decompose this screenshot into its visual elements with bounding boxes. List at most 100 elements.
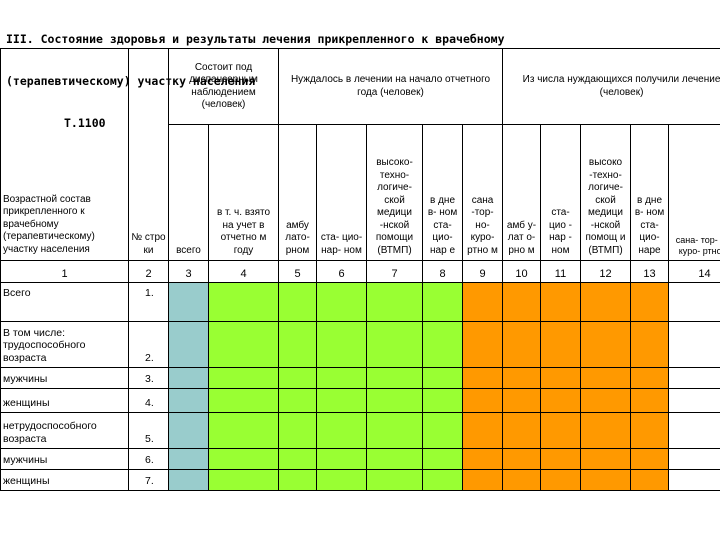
data-cell[interactable] [462, 367, 504, 389]
column-number: 2 [128, 260, 169, 283]
data-cell[interactable] [207, 448, 280, 470]
data-cell[interactable] [630, 388, 670, 413]
data-cell[interactable] [668, 412, 720, 449]
table-row: женщины 7. [0, 469, 720, 491]
data-cell[interactable] [366, 412, 424, 449]
data-cell[interactable] [278, 367, 318, 389]
header-taken-this-year: в т. ч. взято на учет в отчетно м году [207, 124, 280, 261]
data-cell[interactable] [630, 412, 670, 449]
data-cell[interactable] [668, 282, 720, 322]
data-cell[interactable] [366, 367, 424, 389]
header-received-dayhospital: в дне в- ном ста- цио- наре [630, 124, 670, 261]
data-cell[interactable] [668, 367, 720, 389]
data-cell[interactable] [366, 388, 424, 413]
data-cell[interactable] [278, 469, 318, 491]
data-cell[interactable] [462, 321, 504, 368]
data-cell[interactable] [462, 388, 504, 413]
data-cell[interactable] [540, 448, 582, 470]
data-cell[interactable] [502, 321, 542, 368]
data-cell[interactable] [207, 469, 280, 491]
data-cell[interactable] [540, 469, 582, 491]
data-cell[interactable] [168, 448, 209, 470]
data-cell[interactable] [540, 321, 582, 368]
data-cell[interactable] [207, 412, 280, 449]
data-cell[interactable] [366, 469, 424, 491]
data-cell[interactable] [580, 367, 632, 389]
data-cell[interactable] [630, 282, 670, 322]
data-cell[interactable] [668, 388, 720, 413]
data-cell[interactable] [168, 388, 209, 413]
data-cell[interactable] [207, 388, 280, 413]
data-cell[interactable] [207, 367, 280, 389]
data-cell[interactable] [630, 469, 670, 491]
data-cell[interactable] [422, 469, 464, 491]
data-cell[interactable] [630, 321, 670, 368]
column-number: 8 [422, 260, 464, 283]
row-label: Всего [0, 282, 129, 322]
data-cell[interactable] [316, 448, 368, 470]
data-cell[interactable] [502, 388, 542, 413]
data-cell[interactable] [422, 388, 464, 413]
data-cell[interactable] [462, 412, 504, 449]
data-cell[interactable] [422, 448, 464, 470]
data-cell[interactable] [316, 367, 368, 389]
row-number: 5. [128, 412, 169, 449]
data-cell[interactable] [168, 321, 209, 368]
row-number: 3. [128, 367, 169, 389]
data-cell[interactable] [422, 282, 464, 322]
data-cell[interactable] [630, 448, 670, 470]
data-cell[interactable] [502, 448, 542, 470]
column-number: 12 [580, 260, 632, 283]
data-cell[interactable] [278, 412, 318, 449]
data-cell[interactable] [366, 282, 424, 322]
data-cell[interactable] [316, 469, 368, 491]
data-cell[interactable] [316, 412, 368, 449]
data-cell[interactable] [278, 388, 318, 413]
data-cell[interactable] [580, 282, 632, 322]
data-cell[interactable] [207, 321, 280, 368]
column-number: 6 [316, 260, 368, 283]
data-cell[interactable] [540, 282, 582, 322]
data-cell[interactable] [580, 412, 632, 449]
data-cell[interactable] [540, 412, 582, 449]
data-cell[interactable] [668, 321, 720, 368]
data-cell[interactable] [316, 282, 368, 322]
column-number: 9 [462, 260, 504, 283]
data-cell[interactable] [278, 448, 318, 470]
data-cell[interactable] [366, 321, 424, 368]
data-cell[interactable] [462, 469, 504, 491]
data-cell[interactable] [168, 412, 209, 449]
data-cell[interactable] [502, 282, 542, 322]
data-cell[interactable] [540, 367, 582, 389]
data-cell[interactable] [668, 448, 720, 470]
data-cell[interactable] [422, 412, 464, 449]
data-cell[interactable] [540, 388, 582, 413]
row-label: нетрудоспособного возраста [0, 412, 129, 449]
row-label: женщины [0, 469, 129, 491]
header-row-number: № стро ки [128, 48, 169, 261]
data-cell[interactable] [278, 321, 318, 368]
data-cell[interactable] [668, 469, 720, 491]
data-cell[interactable] [316, 388, 368, 413]
data-cell[interactable] [278, 282, 318, 322]
data-cell[interactable] [207, 282, 280, 322]
data-cell[interactable] [462, 448, 504, 470]
data-cell[interactable] [502, 412, 542, 449]
data-cell[interactable] [168, 469, 209, 491]
data-cell[interactable] [580, 321, 632, 368]
data-cell[interactable] [630, 367, 670, 389]
data-cell[interactable] [422, 367, 464, 389]
data-cell[interactable] [168, 282, 209, 322]
data-cell[interactable] [580, 448, 632, 470]
data-cell[interactable] [366, 448, 424, 470]
header-group-needed: Нуждалось в лечении на начало отчетного … [278, 48, 504, 125]
data-cell[interactable] [502, 469, 542, 491]
data-cell[interactable] [316, 321, 368, 368]
data-cell[interactable] [502, 367, 542, 389]
data-cell[interactable] [168, 367, 209, 389]
data-cell[interactable] [422, 321, 464, 368]
data-cell[interactable] [580, 388, 632, 413]
data-cell[interactable] [580, 469, 632, 491]
data-cell[interactable] [462, 282, 504, 322]
header-needed-ambulatory: амбу лато- рном [278, 124, 318, 261]
